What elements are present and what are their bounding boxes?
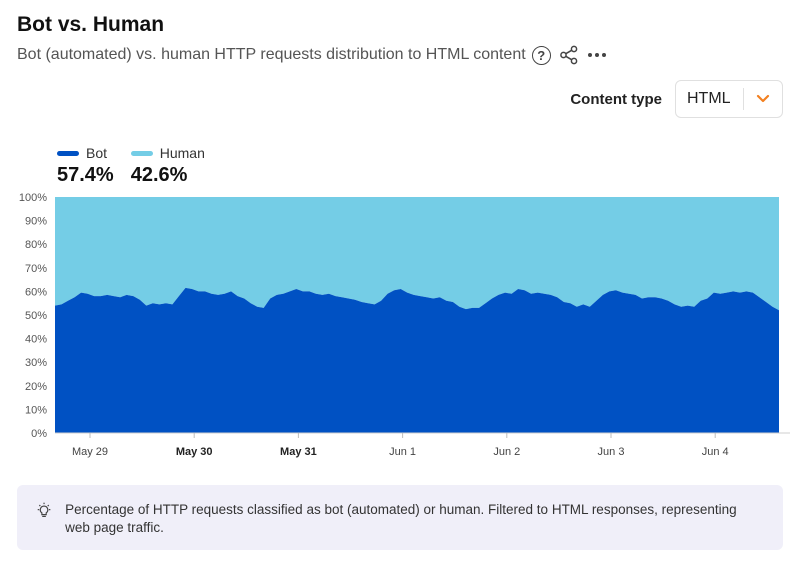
x-tick-label: Jun 3 bbox=[598, 446, 625, 458]
series-area-human bbox=[55, 197, 779, 311]
share-icon[interactable] bbox=[559, 45, 579, 65]
legend-label-human: Human bbox=[159, 145, 205, 161]
legend-label-bot: Bot bbox=[86, 145, 108, 161]
chart-container: 0% 10% 20% 30% 40% 50% 60% 70% 80% 90% 100% May 29 M… bbox=[0, 185, 800, 470]
y-tick-label: 100% bbox=[19, 192, 47, 204]
x-tick-label: May 30 bbox=[176, 446, 213, 458]
bot-human-area-chart[interactable]: 0% 10% 20% 30% 40% 50% 60% 70% 80% 90% 100% May 29 M… bbox=[0, 185, 800, 465]
y-tick-label: 60% bbox=[25, 286, 47, 298]
x-tick-label: Jun 1 bbox=[389, 446, 416, 458]
more-options-icon[interactable] bbox=[587, 51, 607, 59]
info-text: Percentage of HTTP requests classified a… bbox=[65, 502, 737, 535]
series-area-bot bbox=[55, 287, 779, 433]
select-divider bbox=[743, 88, 744, 110]
legend-item-bot[interactable]: Bot 57.4% bbox=[57, 145, 114, 187]
content-type-label: Content type bbox=[570, 90, 662, 108]
legend-swatch-human bbox=[130, 150, 153, 156]
page-title: Bot vs. Human bbox=[17, 13, 165, 36]
legend-value-human: 42.6% bbox=[130, 164, 188, 186]
legend-item-human[interactable]: Human 42.6% bbox=[130, 145, 205, 187]
x-tick-label: May 29 bbox=[72, 446, 108, 458]
y-tick-label: 70% bbox=[25, 263, 47, 275]
y-tick-label: 30% bbox=[25, 357, 47, 369]
content-type-value: HTML bbox=[687, 90, 731, 107]
chevron-down-icon[interactable] bbox=[744, 94, 782, 104]
y-tick-label: 80% bbox=[25, 239, 47, 251]
y-tick-label: 20% bbox=[25, 381, 47, 393]
x-tick-label: Jun 4 bbox=[702, 446, 729, 458]
chart-legend: Bot 57.4% Human 42.6% bbox=[57, 145, 205, 187]
help-icon[interactable]: ? bbox=[531, 45, 551, 65]
x-tick-label: May 31 bbox=[280, 446, 317, 458]
y-tick-label: 40% bbox=[25, 334, 47, 346]
y-tick-label: 90% bbox=[25, 216, 47, 228]
info-box: Percentage of HTTP requests classified a… bbox=[17, 485, 783, 550]
content-type-filter: Content type HTML bbox=[570, 80, 783, 118]
page-subtitle: Bot (automated) vs. human HTTP requests … bbox=[17, 45, 607, 65]
legend-value-bot: 57.4% bbox=[57, 164, 114, 186]
x-tick-label: Jun 2 bbox=[493, 446, 520, 458]
y-tick-label: 50% bbox=[25, 310, 47, 322]
y-tick-label: 10% bbox=[25, 404, 47, 416]
y-tick-label: 0% bbox=[31, 428, 47, 440]
content-type-select[interactable]: HTML bbox=[675, 80, 783, 118]
lightbulb-icon bbox=[37, 502, 51, 518]
legend-swatch-bot bbox=[57, 150, 79, 156]
subtitle-text: Bot (automated) vs. human HTTP requests … bbox=[17, 46, 526, 63]
